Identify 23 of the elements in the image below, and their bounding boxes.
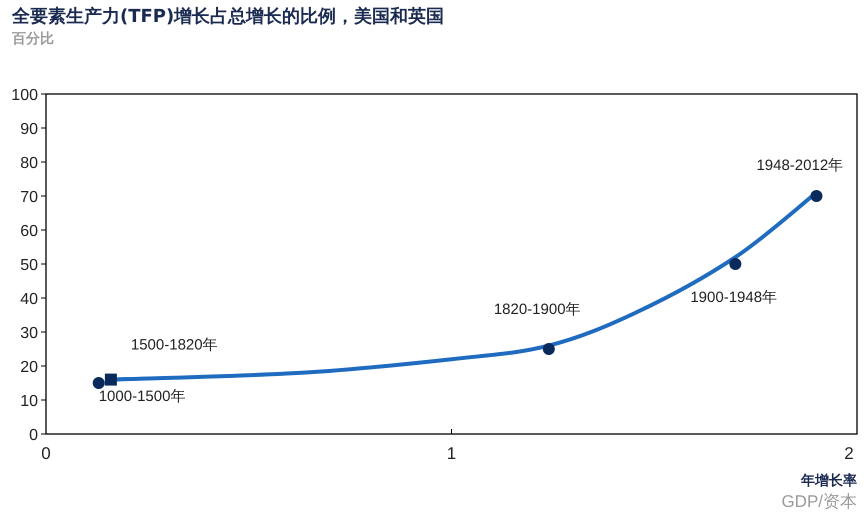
annotation: 1948-2012年 — [756, 157, 844, 174]
x-tick-label: 2 — [844, 444, 854, 463]
annotation: 1900-1948年 — [690, 289, 778, 306]
y-tick-label: 70 — [20, 189, 38, 206]
y-tick-label: 90 — [20, 121, 38, 138]
y-tick-label: 20 — [20, 359, 38, 376]
annotation: 1820-1900年 — [494, 301, 581, 318]
y-tick-label: 100 — [11, 87, 38, 104]
y-tick-label: 10 — [20, 393, 38, 410]
y-tick-label: 0 — [29, 427, 38, 444]
annotation: 1500-1820年 — [130, 336, 218, 354]
y-tick-label: 60 — [20, 223, 38, 240]
y-tick-label: 40 — [20, 291, 38, 308]
x-axis-title: 年增长率 — [800, 472, 857, 489]
y-tick-label: 80 — [20, 155, 38, 172]
x-tick-label: 0 — [41, 444, 51, 463]
text: GDP/资本 — [781, 492, 857, 511]
annotation: 1000-1500年 — [98, 388, 186, 405]
y-tick-label: 30 — [20, 325, 38, 342]
chart-title: 全要素生产力(TFP)增长占总增长的比例，美国和英国 — [11, 6, 444, 27]
y-tick-label: 50 — [20, 257, 38, 274]
x-tick-label: 1 — [446, 444, 456, 463]
y-axis-title: 百分比 — [11, 31, 54, 47]
